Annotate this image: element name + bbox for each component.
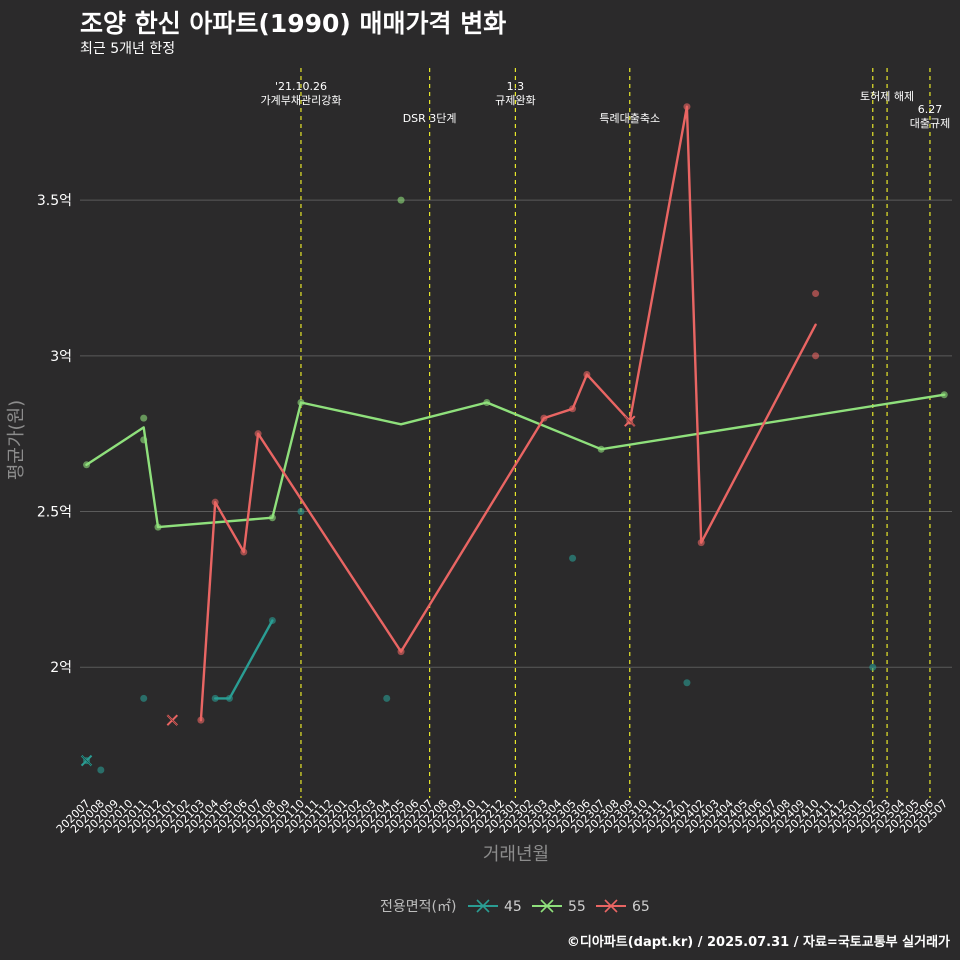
data-point-55 — [297, 399, 305, 407]
data-point-45 — [297, 508, 305, 516]
x-marker-45 — [80, 754, 93, 767]
data-point-65 — [812, 352, 820, 360]
x-marker-stroke — [624, 416, 635, 427]
data-points — [80, 103, 948, 774]
series-line-45 — [213, 619, 274, 700]
data-point-55 — [154, 523, 162, 531]
data-point-65 — [583, 371, 591, 379]
data-point-45 — [569, 554, 577, 562]
data-point-65 — [211, 498, 219, 506]
chart-title: 조양 한신 아파트(1990) 매매가격 변화 — [80, 9, 507, 38]
data-point-55 — [268, 514, 276, 522]
event-label: 가계부채관리강화 — [260, 94, 341, 107]
legend-item-65: 65 — [596, 899, 650, 915]
data-point-55 — [140, 414, 148, 422]
data-point-45 — [211, 694, 219, 702]
data-point-65 — [697, 539, 705, 547]
data-point-65 — [540, 414, 548, 422]
data-point-65 — [240, 548, 248, 556]
y-axis: 2억 2.5억 3억 3.5억 — [37, 193, 72, 676]
legend-item-45: 45 — [468, 899, 522, 915]
x-marker-65 — [166, 714, 179, 726]
data-point-55 — [397, 196, 405, 204]
series-line-65 — [199, 105, 817, 722]
data-point-65 — [683, 103, 691, 111]
data-point-55 — [140, 436, 148, 444]
event-label: 특례대출축소 — [599, 112, 660, 125]
legend-label: 55 — [568, 899, 586, 915]
y-tick-label: 3억 — [50, 349, 72, 365]
x-marker-stroke — [167, 714, 178, 726]
data-point-45 — [383, 694, 391, 702]
legend-label: 45 — [504, 899, 522, 915]
y-tick-label: 3.5억 — [37, 193, 72, 209]
legend: 전용면적(㎡) 45 55 65 — [380, 899, 650, 915]
event-label: 대출규제 — [910, 117, 950, 130]
legend-swatch-x — [540, 899, 554, 913]
x-marker-65 — [624, 415, 636, 427]
data-point-45 — [225, 694, 233, 702]
data-point-65 — [397, 648, 405, 656]
source-caption: ©디아파트(dapt.kr) / 2025.07.31 / 자료=국토교통부 실… — [566, 935, 950, 950]
y-tick-label: 2.5억 — [37, 505, 72, 521]
chart-subtitle: 최근 5개년 한정 — [80, 41, 176, 57]
y-tick-label: 2억 — [50, 660, 72, 676]
event-label: 6.27 — [918, 103, 943, 116]
data-point-45 — [683, 679, 691, 687]
data-point-45 — [869, 663, 877, 671]
legend-swatch-x — [476, 899, 490, 913]
data-point-65 — [569, 405, 577, 413]
legend-label: 65 — [632, 899, 650, 915]
event-label: 1.3 — [507, 80, 525, 93]
data-point-45 — [97, 766, 105, 774]
event-label: 규제완화 — [495, 94, 535, 107]
data-point-45 — [268, 617, 276, 625]
legend-item-55: 55 — [532, 899, 586, 915]
data-point-55 — [83, 461, 91, 469]
y-axis-title: 평균가(원) — [6, 400, 27, 480]
data-point-65 — [812, 290, 820, 298]
event-label: DSR 3단계 — [403, 112, 457, 125]
x-axis-title: 거래년월 — [483, 844, 549, 865]
data-point-55 — [483, 399, 491, 407]
x-axis: 2020072020082020092020102020112020122021… — [54, 797, 951, 836]
data-point-65 — [254, 430, 262, 438]
x-marker-stroke — [81, 755, 92, 766]
legend-title: 전용면적(㎡) — [380, 899, 456, 915]
event-label: 토허제 해제 — [860, 89, 914, 103]
data-point-55 — [940, 391, 948, 399]
legend-swatch-x — [604, 899, 618, 913]
data-point-45 — [140, 694, 148, 702]
event-label: '21.10.26 — [275, 80, 327, 93]
data-point-55 — [597, 445, 605, 453]
data-point-65 — [197, 716, 205, 724]
